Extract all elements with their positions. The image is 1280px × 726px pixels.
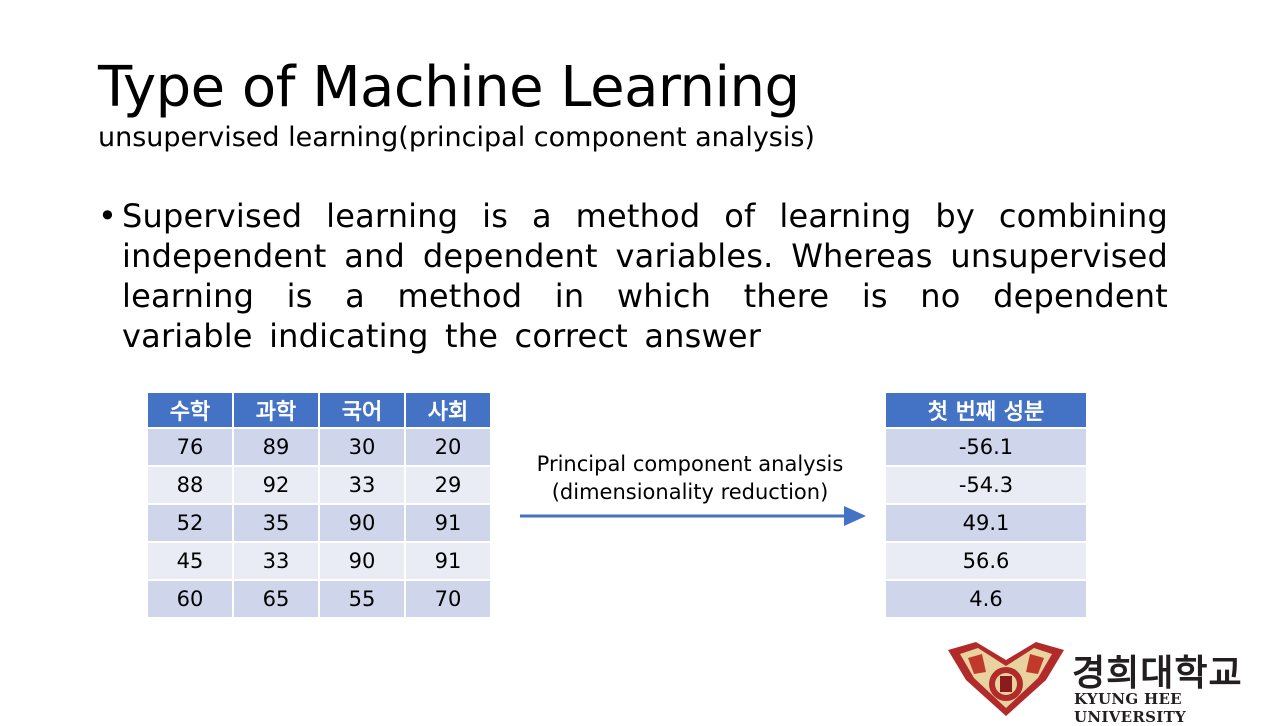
table-cell: 52 [148, 505, 232, 541]
slide-subtitle: unsupervised learning(principal componen… [98, 122, 815, 153]
header-first-component: 첫 번째 성분 [886, 393, 1086, 427]
header-social: 사회 [406, 393, 490, 427]
bullet-dot: • [98, 197, 117, 235]
table-cell: 91 [406, 543, 490, 579]
university-name-korean: 경희대학교 [1072, 653, 1243, 694]
table-row: 52 35 90 91 [148, 505, 490, 541]
table-row: 49.1 [886, 505, 1086, 541]
table-cell: 89 [234, 429, 318, 465]
table-cell: 33 [234, 543, 318, 579]
table-cell: 92 [234, 467, 318, 503]
component-header-row: 첫 번째 성분 [886, 393, 1086, 427]
table-row: 45 33 90 91 [148, 543, 490, 579]
bullet-text: Supervised learning is a method of learn… [122, 197, 1168, 355]
table-cell: 90 [320, 505, 404, 541]
table-row: -54.3 [886, 467, 1086, 503]
header-science: 과학 [234, 393, 318, 427]
first-component-table: 첫 번째 성분 -56.1 -54.3 49.1 56.6 4.6 [884, 391, 1088, 619]
table-cell: 91 [406, 505, 490, 541]
table-cell: 20 [406, 429, 490, 465]
header-math: 수학 [148, 393, 232, 427]
table-cell: 4.6 [886, 581, 1086, 617]
slide-title: Type of Machine Learning [98, 55, 800, 120]
table-cell: 45 [148, 543, 232, 579]
table-row: 76 89 30 20 [148, 429, 490, 465]
table-row: 60 65 55 70 [148, 581, 490, 617]
right-arrow-icon [520, 506, 866, 526]
pca-label-line1: Principal component analysis [536, 452, 844, 476]
table-cell: 49.1 [886, 505, 1086, 541]
table-cell: 56.6 [886, 543, 1086, 579]
scores-header-row: 수학 과학 국어 사회 [148, 393, 490, 427]
table-cell: -56.1 [886, 429, 1086, 465]
pca-label-line2: (dimensionality reduction) [551, 480, 829, 504]
table-cell: 35 [234, 505, 318, 541]
pca-arrow-label: Principal component analysis (dimensiona… [520, 450, 860, 506]
table-cell: 29 [406, 467, 490, 503]
table-cell: 55 [320, 581, 404, 617]
table-cell: 88 [148, 467, 232, 503]
bullet-point: • Supervised learning is a method of lea… [98, 196, 1168, 356]
table-row: 88 92 33 29 [148, 467, 490, 503]
scores-table: 수학 과학 국어 사회 76 89 30 20 88 92 33 29 52 3… [146, 391, 492, 619]
university-emblem-icon [948, 642, 1064, 716]
table-cell: 65 [234, 581, 318, 617]
table-row: -56.1 [886, 429, 1086, 465]
university-name-english: KYUNG HEE UNIVERSITY [1074, 690, 1187, 726]
table-cell: 60 [148, 581, 232, 617]
header-korean: 국어 [320, 393, 404, 427]
table-cell: 70 [406, 581, 490, 617]
table-cell: 90 [320, 543, 404, 579]
table-cell: 76 [148, 429, 232, 465]
table-cell: 33 [320, 467, 404, 503]
table-cell: 30 [320, 429, 404, 465]
table-row: 56.6 [886, 543, 1086, 579]
table-cell: -54.3 [886, 467, 1086, 503]
table-row: 4.6 [886, 581, 1086, 617]
